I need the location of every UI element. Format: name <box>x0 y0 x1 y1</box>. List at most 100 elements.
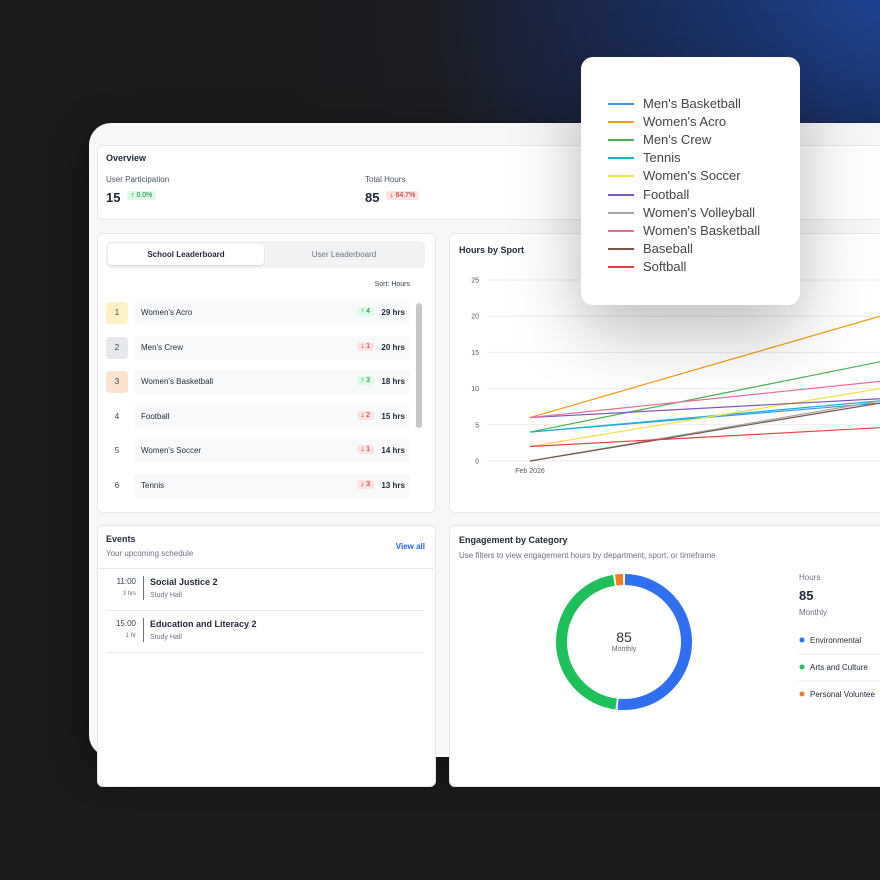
series-line <box>529 398 880 419</box>
stat-change: ↑ 0.0% <box>127 191 157 200</box>
series-line <box>529 427 880 448</box>
scroll-thumb <box>416 303 422 428</box>
summary-value: 85 <box>799 588 814 603</box>
x-tick-label: Feb 2026 <box>515 468 545 475</box>
stat-change: ↓ 64.7% <box>386 191 420 200</box>
stat-value: 15 <box>106 190 121 205</box>
legend-tooltip <box>581 57 800 305</box>
event-location: Study Hall <box>150 592 182 599</box>
team-hours: 20 hrs <box>381 342 405 352</box>
legend-swatch <box>608 229 634 232</box>
y-tick-label: 20 <box>471 314 479 321</box>
legend-swatch <box>608 103 634 105</box>
legend-entry: Women's Volleyball <box>643 204 756 220</box>
team-name: Women's Basketball <box>141 377 214 387</box>
series-line <box>529 380 880 419</box>
event-time: 11:00 <box>116 577 136 586</box>
legend-entry: Baseball <box>643 240 693 256</box>
team-hours: 14 hrs <box>381 446 405 456</box>
leaderboard-tab[interactable]: School Leaderboard <box>108 244 264 265</box>
legend-label: Environmental <box>810 636 861 645</box>
legend-swatch <box>608 139 634 142</box>
team-hours: 18 hrs <box>381 377 405 387</box>
legend-label: Personal Voluntee <box>810 690 875 699</box>
team-name: Football <box>141 411 170 421</box>
legend-swatch <box>608 247 634 250</box>
team-name: Tennis <box>141 481 165 490</box>
rank-change: ↓ 1 <box>356 341 374 351</box>
legend-entry: Softball <box>643 258 687 274</box>
summary-label: Hours <box>799 573 821 582</box>
y-tick-label: 15 <box>471 350 479 357</box>
event-bar <box>143 576 144 600</box>
series-line <box>529 402 880 462</box>
team-hours: 13 hrs <box>381 481 405 490</box>
legend-dot <box>799 691 805 697</box>
legend-label: Arts and Culture <box>810 663 868 672</box>
rank-change: ↓ 2 <box>356 410 374 420</box>
legend-entry: Women's Soccer <box>643 168 741 184</box>
event-bar <box>143 618 144 642</box>
rank: 6 <box>114 481 120 490</box>
y-tick-label: 5 <box>475 422 479 429</box>
legend-dot <box>799 637 805 643</box>
y-tick-label: 10 <box>471 386 479 393</box>
rank: 5 <box>114 446 120 456</box>
rank-change: ↓ 1 <box>356 445 374 455</box>
series-line <box>529 400 880 433</box>
leaderboard-tab[interactable]: User Leaderboard <box>311 250 377 259</box>
rank-change: ↑ 3 <box>356 376 374 386</box>
legend-entry: Women's Basketball <box>643 222 761 238</box>
legend-swatch <box>608 175 634 178</box>
legend-entry: Men's Basketball <box>643 96 741 111</box>
events-title: Events <box>106 534 136 544</box>
rank: 1 <box>106 302 128 324</box>
team-hours: 29 hrs <box>381 308 405 317</box>
legend-dot <box>799 664 805 670</box>
rank-change: ↓ 3 <box>356 480 374 489</box>
event-divider <box>107 652 424 653</box>
event-duration: 3 hrs <box>122 591 136 597</box>
events-subtitle: Your upcoming schedule <box>106 549 194 558</box>
legend-swatch <box>608 265 634 268</box>
team-name: Men's Crew <box>141 342 183 352</box>
donut-segment <box>614 574 624 586</box>
donut-center-value: 85 <box>616 629 632 645</box>
stat-value: 85 <box>365 190 380 205</box>
event-time: 15:00 <box>115 619 136 628</box>
legend-entry: Women's Acro <box>643 114 727 130</box>
summary-period: Monthly <box>799 608 828 617</box>
legend-swatch <box>608 193 634 196</box>
legend-swatch <box>608 211 634 214</box>
donut-segment <box>617 574 692 710</box>
event-divider <box>107 610 424 611</box>
rank: 4 <box>114 411 120 421</box>
rank-change: ↑ 4 <box>356 307 374 316</box>
legend-swatch <box>608 121 634 124</box>
donut-center-label: Monthly <box>612 646 637 653</box>
legend-entry: Tennis <box>643 150 681 166</box>
series-line <box>529 361 880 433</box>
view-all-link[interactable]: View all <box>395 542 425 551</box>
y-tick-label: 0 <box>475 459 479 466</box>
legend-entry: Football <box>643 186 690 202</box>
engagement-subtitle: Use filters to view engagement hours by … <box>459 551 716 560</box>
legend-entry: Men's Crew <box>643 132 712 148</box>
donut-segment <box>556 574 617 710</box>
event-location: Study Hall <box>150 634 182 641</box>
y-tick-label: 25 <box>471 278 479 285</box>
divider <box>98 568 434 569</box>
stat-label: Total Hours <box>365 175 406 184</box>
series-line <box>529 388 880 448</box>
engagement-title: Engagement by Category <box>459 535 568 545</box>
series-line <box>529 315 880 419</box>
engagement-panel <box>449 525 880 787</box>
team-hours: 15 hrs <box>381 411 405 421</box>
team-name: Women's Acro <box>141 308 193 317</box>
rank: 3 <box>106 371 128 394</box>
stat-label: User Participation <box>106 175 170 184</box>
event-duration: 1 hr <box>125 633 136 639</box>
sort-control[interactable]: Sort: Hours <box>374 281 410 288</box>
